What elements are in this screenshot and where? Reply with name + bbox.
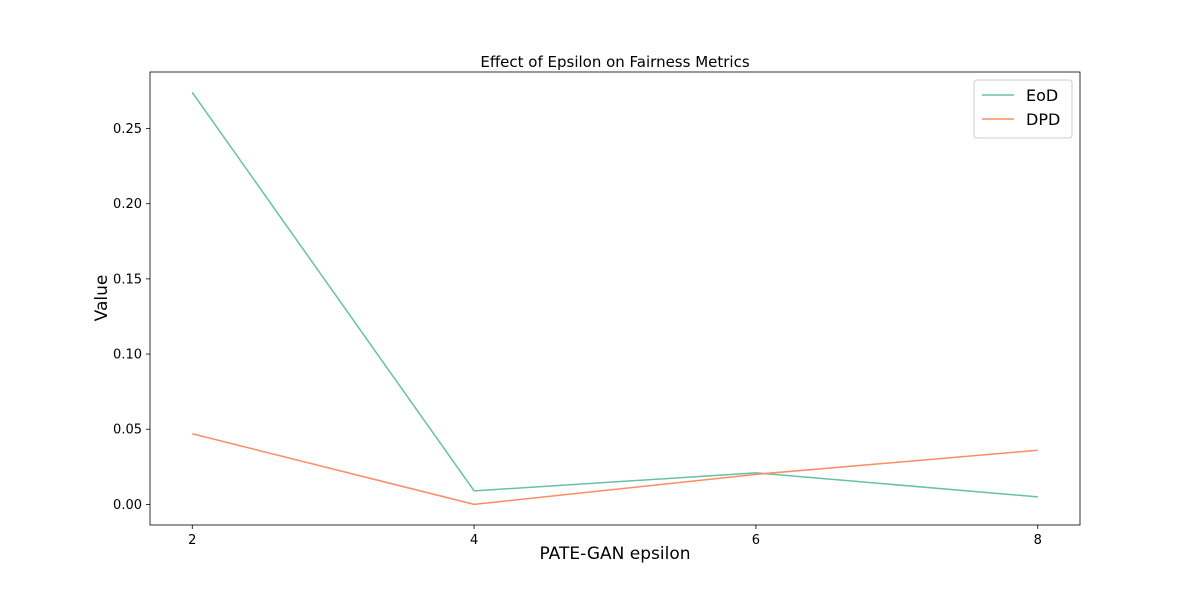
y-tick-label: 0.20 (113, 197, 142, 212)
y-axis-label: Value (92, 275, 112, 322)
plot-frame (149, 71, 1081, 526)
x-tick-label: 4 (470, 533, 478, 548)
plot-area (191, 92, 1038, 506)
x-axis: 2 4 6 8 (188, 525, 1042, 548)
series-line-eod (191, 92, 1038, 498)
x-axis-label: PATE-GAN epsilon (539, 544, 690, 564)
x-tick-label: 8 (1034, 533, 1042, 548)
y-axis: 0.00 0.05 0.10 0.15 0.20 0.25 (113, 122, 150, 513)
chart-title: Effect of Epsilon on Fairness Metrics (480, 53, 749, 71)
y-tick-label: 0.00 (113, 498, 142, 513)
legend-label-dpd: DPD (1026, 110, 1060, 129)
y-tick-label: 0.25 (113, 122, 142, 137)
y-tick-label: 0.10 (113, 348, 142, 363)
x-tick-label: 6 (752, 533, 760, 548)
y-tick-label: 0.05 (113, 423, 142, 438)
legend: EoD DPD (973, 79, 1073, 139)
y-tick-label: 0.15 (113, 272, 142, 287)
legend-label-eod: EoD (1026, 86, 1058, 105)
series-line-dpd (192, 433, 1038, 506)
x-tick-label: 2 (188, 533, 196, 548)
